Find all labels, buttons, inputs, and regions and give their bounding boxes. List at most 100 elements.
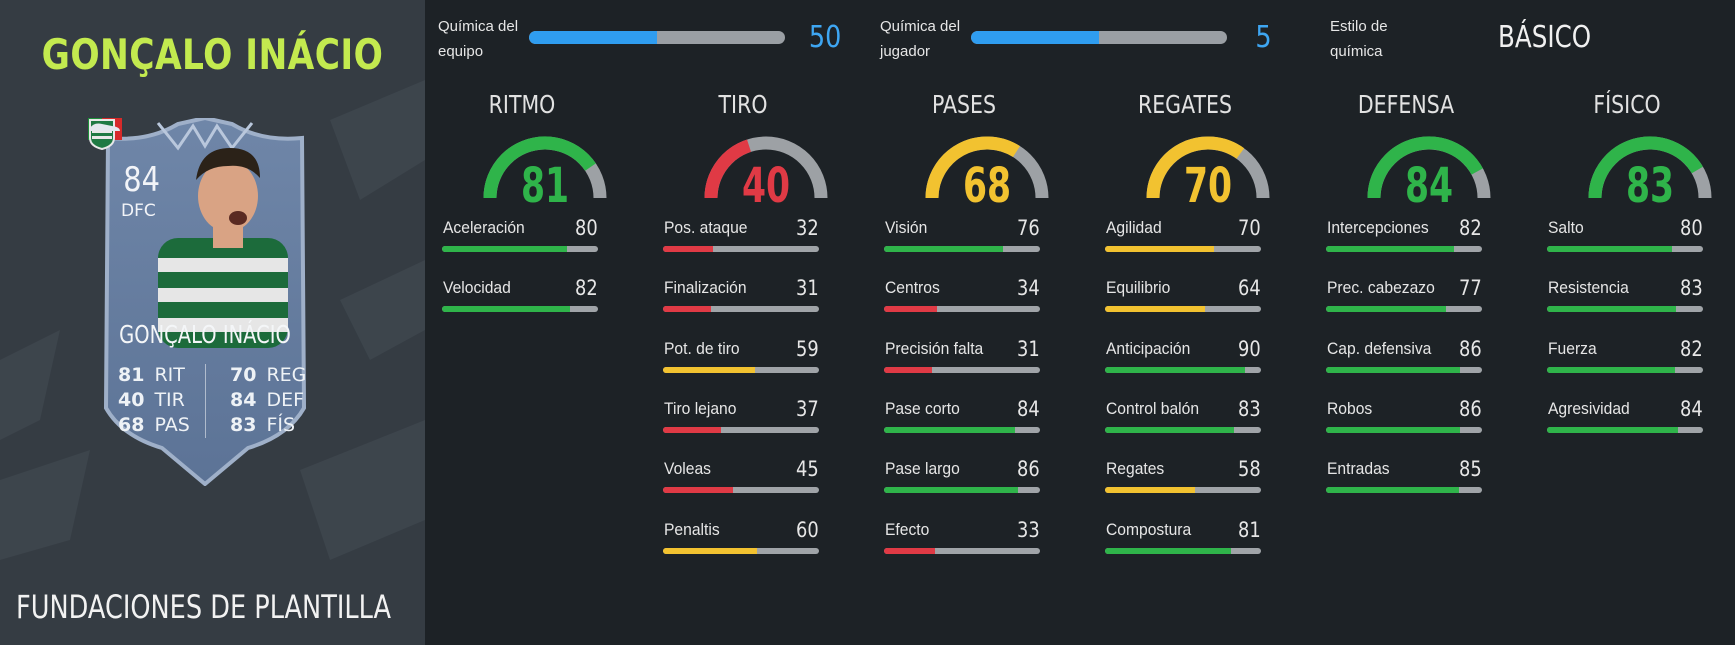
attribute-row: Finalización 31 — [663, 276, 819, 328]
player-chemistry-bar — [971, 31, 1227, 44]
player-chemistry-label: Química del jugador — [880, 18, 961, 60]
attribute-bar — [1105, 547, 1261, 554]
attribute-name: Resistencia — [1548, 278, 1629, 298]
attribute-bar — [1326, 246, 1482, 252]
attribute-row: Fuerza 82 — [1547, 337, 1703, 389]
attribute-value: 90 — [1238, 336, 1261, 361]
chemistry-style-value: BÁSICO — [1498, 20, 1592, 55]
attribute-name: Pase largo — [885, 459, 960, 479]
attribute-bar — [1326, 426, 1482, 433]
attribute-bar-fill — [884, 306, 938, 313]
category-gauge — [704, 136, 828, 199]
card-stats-row: 40 TIR 84 DEF — [118, 387, 304, 412]
attribute-bar — [1105, 487, 1261, 494]
attribute-row: Robos 86 — [1326, 396, 1482, 449]
attribute-bar — [1547, 426, 1703, 433]
card-stat-label: RIT — [154, 363, 185, 386]
card-player-name: GONÇALO INÁCIO — [119, 320, 291, 349]
attribute-bar — [884, 306, 1040, 313]
attribute-row: Intercepciones 82 — [1326, 216, 1482, 268]
attribute-value: 32 — [796, 216, 819, 240]
attribute-row: Tiro lejano 37 — [663, 396, 819, 449]
attribute-bar — [663, 487, 819, 494]
attribute-bar — [663, 306, 819, 313]
attribute-name: Pos. ataque — [664, 218, 748, 237]
attribute-bar — [884, 246, 1040, 252]
attribute-row: Regates 58 — [1105, 457, 1261, 509]
attribute-bar — [884, 426, 1040, 433]
attribute-bar-fill — [1547, 366, 1675, 373]
category-title: TIRO — [718, 90, 768, 119]
attribute-value: 31 — [1017, 336, 1040, 361]
attribute-name: Agresividad — [1548, 398, 1630, 418]
attribute-bar — [1105, 246, 1261, 252]
attribute-bar-fill — [1105, 487, 1196, 494]
attribute-row: Equilibrio 64 — [1105, 276, 1261, 328]
attribute-name: Pase corto — [885, 398, 960, 418]
player-chemistry-value: 5 — [1255, 20, 1272, 55]
attribute-row: Pase corto 84 — [884, 397, 1040, 449]
attribute-bar-fill — [1105, 547, 1232, 554]
attribute-name: Agilidad — [1106, 218, 1162, 237]
attribute-row: Visión 76 — [884, 216, 1040, 268]
attribute-name: Voleas — [664, 459, 711, 479]
attribute-name: Entradas — [1327, 459, 1390, 479]
attribute-row: Penaltis 60 — [663, 517, 819, 570]
attribute-name: Pot. de tiro — [664, 338, 740, 358]
attribute-value: 37 — [796, 396, 819, 421]
attribute-name: Compostura — [1106, 519, 1192, 539]
card-stat-value: 70 — [230, 363, 257, 386]
category-value: 68 — [962, 158, 1012, 214]
attribute-bar — [884, 547, 1040, 554]
attribute-bar-fill — [1105, 306, 1205, 313]
card-stat-label: FÍS — [266, 413, 296, 436]
card-stats-row: 81 RIT 70 REG — [118, 362, 306, 387]
attribute-value: 86 — [1459, 336, 1482, 361]
attribute-value: 80 — [575, 216, 598, 240]
player-card[interactable]: 84 DFC GONÇALO INÁCIO 81 RIT 70 REG 40 TIR … — [88, 118, 322, 486]
gauge-fill — [1367, 136, 1483, 199]
player-panel: GONÇALO INÁCIO 84 — [0, 0, 425, 645]
attribute-value: 31 — [796, 276, 819, 301]
attribute-value: 86 — [1459, 396, 1482, 421]
attribute-bar-fill — [1547, 306, 1677, 313]
attribute-value: 33 — [1017, 517, 1040, 542]
attribute-value: 76 — [1017, 216, 1040, 240]
category-title: FÍSICO — [1593, 90, 1661, 119]
attribute-bar-fill — [663, 426, 721, 433]
attribute-bar-fill — [884, 426, 1016, 433]
attribute-bar — [1326, 487, 1482, 494]
attribute-name: Cap. defensiva — [1327, 338, 1432, 358]
attribute-name: Fuerza — [1548, 338, 1597, 358]
attribute-name: Visión — [885, 218, 928, 237]
attribute-name: Finalización — [664, 278, 747, 298]
attribute-row: Cap. defensiva 86 — [1326, 336, 1482, 389]
category-value: 84 — [1404, 158, 1454, 214]
category-value: 40 — [741, 158, 791, 214]
attribute-value: 81 — [1238, 517, 1261, 542]
squad-title: FUNDACIONES DE PLANTILLA — [16, 588, 392, 626]
attribute-bar — [1326, 366, 1482, 373]
attribute-value: 80 — [1680, 216, 1703, 240]
attribute-bar-fill — [1326, 366, 1461, 373]
category-title: RITMO — [488, 90, 556, 119]
attribute-value: 59 — [796, 336, 819, 361]
attribute-value: 34 — [1017, 276, 1040, 301]
attribute-name: Anticipación — [1106, 338, 1191, 358]
attribute-value: 86 — [1017, 457, 1040, 482]
attribute-bar-fill — [884, 246, 1003, 252]
attribute-value: 60 — [796, 517, 819, 542]
attribute-row: Aceleración 80 — [442, 216, 598, 268]
attribute-bar — [1105, 426, 1261, 433]
category-title: DEFENSA — [1357, 90, 1455, 119]
attribute-name: Velocidad — [443, 278, 511, 298]
category-gauge — [1146, 136, 1270, 199]
attribute-bar — [663, 426, 819, 433]
attribute-row: Salto 80 — [1547, 216, 1703, 268]
attribute-row: Prec. cabezazo 77 — [1326, 276, 1482, 328]
category-title: REGATES — [1137, 90, 1232, 119]
card-stat-label: PAS — [154, 413, 190, 436]
chemistry-style[interactable]: Estilo de química BÁSICO — [1330, 14, 1710, 60]
attribute-bar — [1547, 246, 1703, 252]
card-stats-row: 68 PAS 83 FÍS — [118, 412, 298, 437]
